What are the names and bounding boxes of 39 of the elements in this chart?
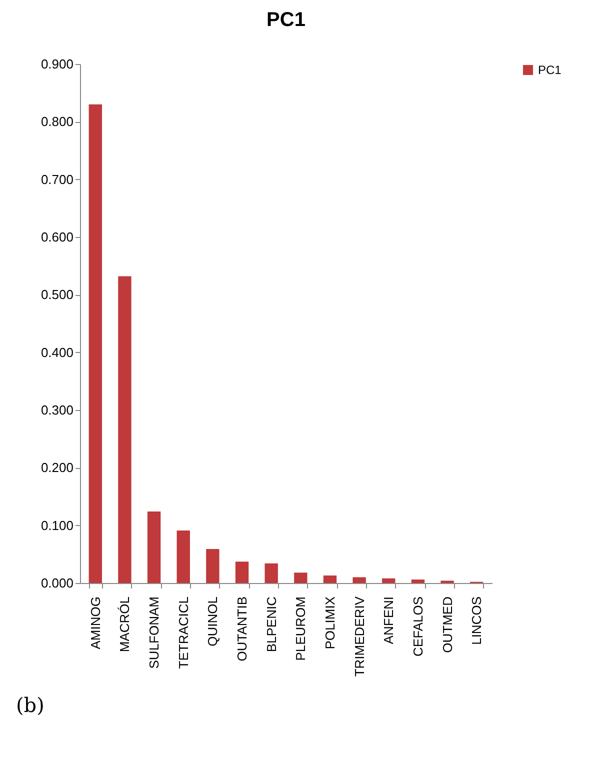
y-tick-label: 0.900: [40, 56, 74, 72]
x-tick-label: AMINOG: [88, 596, 103, 650]
bar: [294, 572, 308, 583]
y-tick-label: 0.400: [40, 344, 74, 360]
y-tick-label: 0.600: [40, 230, 74, 244]
x-tick-label: QUINOL: [205, 596, 220, 646]
x-tick-label: LINCOS: [469, 596, 484, 645]
y-tick-label: 0.500: [40, 287, 74, 302]
x-tick-label: TRIMEDERIV: [352, 596, 367, 677]
bar: [264, 563, 278, 583]
bar: [382, 578, 396, 583]
x-tick-label: BLPENIC: [264, 596, 279, 652]
x-tick-label: CEFALOS: [410, 596, 426, 656]
y-tick-label: 0.700: [40, 172, 74, 187]
legend-label: PC1: [538, 63, 562, 77]
bar: [323, 576, 337, 583]
bar: [147, 511, 161, 583]
x-tick-label: OUTANTIB: [234, 596, 250, 662]
x-tick-label: TETRACICL: [176, 596, 191, 669]
text: (b): [16, 693, 46, 717]
y-tick-label: 0.300: [40, 402, 74, 418]
bar: [176, 530, 190, 583]
y-tick-label: 0.200: [40, 460, 74, 476]
x-tick-label: PLEUROM: [293, 596, 308, 661]
chart-title: PC1: [266, 9, 306, 31]
y-tick-label: 0.800: [40, 114, 74, 130]
y-tick-label: 0.000: [40, 576, 74, 590]
bar: [118, 276, 132, 583]
bar: [352, 577, 366, 583]
x-tick-label: POLIMIX: [322, 596, 338, 650]
x-tick-label: MACRÓL: [117, 596, 132, 652]
bar: [206, 548, 220, 583]
y-tick-label: 0.100: [40, 518, 74, 533]
bar: [235, 562, 249, 583]
x-tick-label: ANFENI: [381, 596, 396, 644]
x-tick-label: SULFONAM: [146, 596, 162, 669]
bar: [88, 104, 102, 583]
bar: [411, 580, 425, 583]
x-tick-label: OUTMED: [440, 596, 455, 653]
